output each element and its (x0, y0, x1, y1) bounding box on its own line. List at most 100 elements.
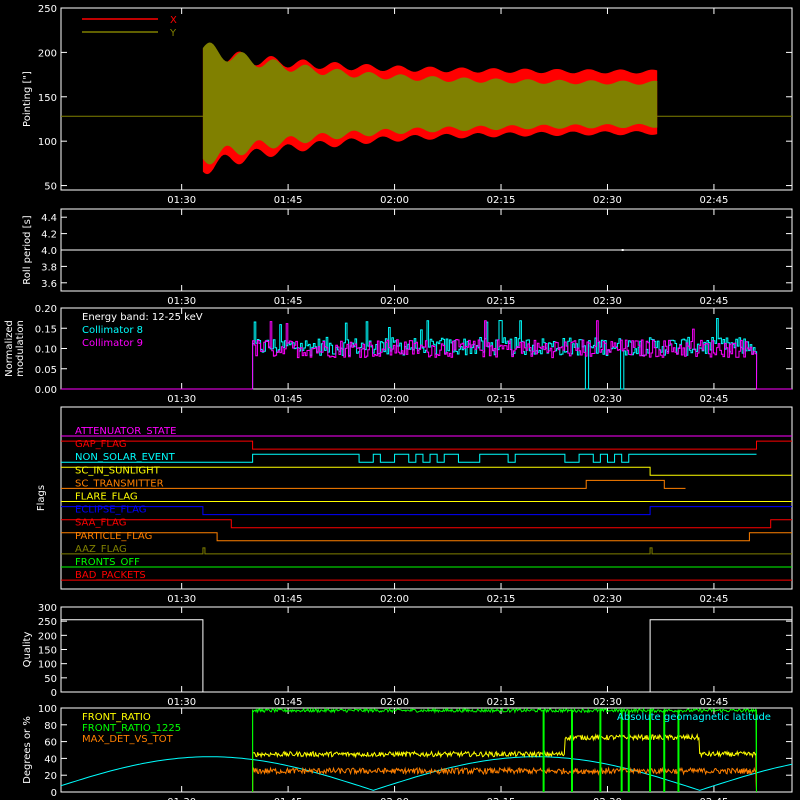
flag-line-eclipse-flag (61, 506, 792, 516)
flag-label-particle-flag: PARTICLE_FLAG (75, 531, 152, 542)
pointing-xtick-label: 02:15 (487, 195, 516, 206)
roll-xtick-label: 01:45 (274, 296, 303, 307)
flags-xtick-label: 01:45 (274, 594, 303, 605)
pointing-xtick-label: 02:00 (380, 195, 409, 206)
pointing-xtick-label: 01:30 (167, 195, 196, 206)
flag-label-attenuator-state: ATTENUATOR_STATE (75, 426, 176, 437)
flag-label-non-solar-event: NON_SOLAR_EVENT (75, 452, 176, 463)
flags-xtick-label: 02:30 (593, 594, 622, 605)
ratios-ytick-label: 60 (44, 738, 57, 749)
modulation-xtick-label: 02:45 (700, 394, 729, 405)
pointing-frame (60, 7, 793, 191)
modulation-series-2 (61, 320, 792, 390)
flag-line-particle-flag (61, 532, 792, 542)
quality-ylabel: Quality (22, 632, 33, 668)
quality-ytick-label: 200 (38, 631, 57, 642)
roll-panel: 01:30 01:45 02:00 02:15 02:30 02:45 3.6 3.8 4.0 4… (22, 208, 793, 307)
pointing-ylabel: Pointing ["] (22, 71, 33, 127)
ratios-ytick-label: 20 (44, 771, 57, 782)
flags-xtick-label: 02:45 (700, 594, 729, 605)
quality-xtick-label: 01:45 (274, 697, 303, 708)
roll-xtick-label: 02:30 (593, 296, 622, 307)
ratios-legend-label: MAX_DET_VS_TOT (82, 734, 174, 745)
ratios-legend-label: FRONT_RATIO (82, 712, 151, 723)
flag-label-gap-flag: GAP_FLAG (75, 439, 127, 450)
modulation-xtick-label: 01:45 (274, 394, 303, 405)
modulation-xtick-label: 02:00 (380, 394, 409, 405)
pointing-ytick-label: 250 (38, 4, 57, 15)
flag-line-aaz-flag (61, 547, 792, 555)
front-ratio-1225-line (252, 707, 757, 793)
flag-label-sc-in-sunlight: SC_IN_SUNLIGHT (75, 465, 161, 476)
pointing-y-envelope (202, 42, 658, 165)
modulation-legend-title: Energy band: 12-25 keV (82, 312, 203, 323)
roll-xtick-label: 02:15 (487, 296, 516, 307)
quality-ytick-label: 0 (51, 688, 57, 699)
flags-ylabel: Flags (36, 485, 47, 511)
quality-ytick-label: 300 (38, 603, 57, 614)
ratios-xtick-label: 02:30 (593, 797, 622, 800)
quality-xtick-label: 02:30 (593, 697, 622, 708)
flag-label-flare-flag: FLARE_FLAG (75, 492, 138, 503)
roll-ytick-label: 4.2 (41, 230, 57, 241)
flag-line-gap-flag (61, 440, 792, 450)
flags-xtick-label: 02:15 (487, 594, 516, 605)
flag-label-fronts-off: FRONTS_OFF (75, 557, 140, 568)
flag-label-saa-flag: SAA_FLAG (75, 518, 126, 529)
modulation-ytick-label: 0.00 (35, 385, 57, 396)
geomagnetic-latitude-line (60, 756, 793, 791)
pointing-ytick-label: 100 (38, 137, 57, 148)
pointing-xtick-label: 02:30 (593, 195, 622, 206)
modulation-xtick-label: 02:15 (487, 394, 516, 405)
modulation-legend-label: Collimator 9 (82, 338, 143, 349)
roll-ytick-label: 3.8 (41, 262, 57, 273)
flag-line-sc-transmitter (61, 479, 686, 489)
flag-label-aaz-flag: AAZ_FLAG (75, 544, 127, 555)
modulation-xtick-label: 02:30 (593, 394, 622, 405)
roll-ytick-label: 4.4 (41, 213, 57, 224)
quality-xtick-label: 02:15 (487, 697, 516, 708)
quality-ytick-label: 100 (38, 660, 57, 671)
flag-label-eclipse-flag: ECLIPSE_FLAG (75, 505, 146, 516)
pointing-ytick-label: 50 (44, 182, 57, 193)
flag-label-sc-transmitter: SC_TRANSMITTER (75, 478, 164, 489)
roll-ylabel: Roll period [s] (22, 215, 33, 284)
roll-ytick-label: 3.6 (41, 279, 57, 290)
modulation-ytick-label: 0.05 (35, 365, 57, 376)
modulation-panel: 01:30 01:45 02:00 02:15 02:30 02:45 0.00 0.05 0.… (4, 304, 793, 405)
modulation-ytick-label: 0.15 (35, 324, 57, 335)
legend-label-y: Y (169, 28, 177, 39)
ratios-ytick-label: 80 (44, 721, 57, 732)
modulation-xtick-label: 01:30 (167, 394, 196, 405)
geomagnetic-latitude-annotation: Absolute geomagnetic latitude (617, 712, 771, 723)
ratios-ylabel: Degrees or % (22, 716, 33, 784)
ratios-ytick-label: 0 (51, 788, 57, 799)
ratios-xtick-label: 01:45 (274, 797, 303, 800)
roll-ytick-label: 4.0 (41, 246, 57, 257)
modulation-ytick-label: 0.20 (35, 304, 57, 315)
quality-ytick-label: 150 (38, 646, 57, 657)
roll-xtick-label: 02:45 (700, 296, 729, 307)
ratios-ytick-label: 100 (38, 704, 57, 715)
ratios-xtick-label: 01:30 (167, 797, 196, 800)
ratios-ytick-label: 40 (44, 754, 57, 765)
front-ratio-line (252, 733, 757, 793)
quality-ytick-label: 250 (38, 617, 57, 628)
quality-panel: 01:30 01:45 02:00 02:15 02:30 02:45 0 50 100 150 2… (22, 603, 793, 708)
flags-frame (60, 406, 793, 590)
flag-line-non-solar-event (61, 453, 757, 463)
flags-xtick-label: 01:30 (167, 594, 196, 605)
roll-period-point (621, 249, 624, 251)
modulation-legend-label: Collimator 8 (82, 325, 143, 336)
legend-label-x: X (170, 15, 177, 26)
quality-xtick-label: 02:00 (380, 697, 409, 708)
flag-label-bad-packets: BAD_PACKETS (75, 570, 146, 581)
ratios-legend-label: FRONT_RATIO_1225 (82, 723, 181, 734)
max-det-vs-tot-line (252, 766, 757, 793)
ratios-xtick-label: 02:00 (380, 797, 409, 800)
pointing-xtick-label: 01:45 (274, 195, 303, 206)
pointing-ytick-label: 150 (38, 93, 57, 104)
flags-xtick-label: 02:00 (380, 594, 409, 605)
pointing-ytick-label: 200 (38, 48, 57, 59)
